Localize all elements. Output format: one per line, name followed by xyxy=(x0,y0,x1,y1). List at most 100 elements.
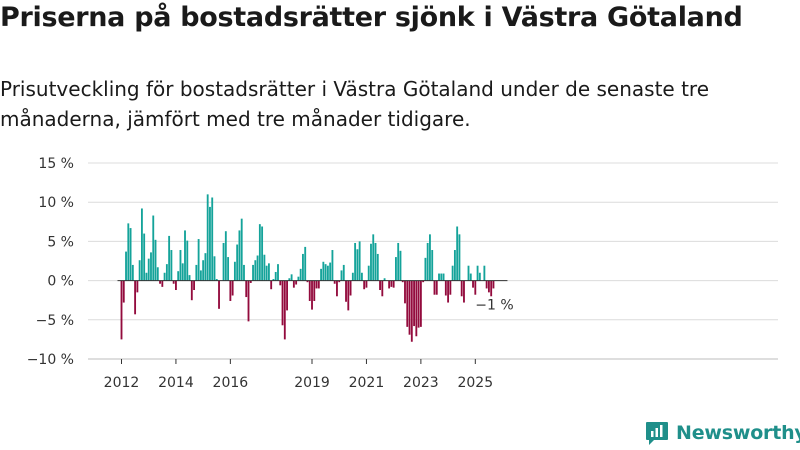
bar xyxy=(395,257,397,281)
bar xyxy=(159,280,161,284)
bar xyxy=(426,242,429,281)
bar xyxy=(240,218,243,281)
bar xyxy=(383,278,386,281)
bar xyxy=(474,280,477,295)
bar xyxy=(177,271,180,281)
bar xyxy=(451,265,454,281)
bar xyxy=(179,250,182,281)
bar xyxy=(490,280,493,297)
bar xyxy=(424,257,427,281)
bar xyxy=(360,272,363,281)
bar xyxy=(199,270,202,281)
bar xyxy=(408,280,411,335)
bar xyxy=(397,242,400,281)
bar xyxy=(272,279,275,281)
bar xyxy=(392,280,395,288)
bar xyxy=(404,280,406,304)
bar xyxy=(245,280,248,298)
bar xyxy=(333,280,336,284)
bar xyxy=(460,280,463,297)
bar xyxy=(429,234,431,281)
bar xyxy=(274,271,277,281)
bar xyxy=(326,265,329,281)
bar xyxy=(487,280,490,293)
bar xyxy=(370,243,372,281)
bar xyxy=(215,279,218,281)
bar xyxy=(444,280,447,296)
bar xyxy=(213,256,216,281)
bar xyxy=(476,265,479,281)
bar xyxy=(315,280,318,289)
bar xyxy=(256,255,259,281)
bar xyxy=(252,264,254,281)
bar xyxy=(356,249,359,281)
bar xyxy=(231,280,234,296)
x-tick-label: 2012 xyxy=(104,375,140,391)
bar xyxy=(197,239,200,281)
bar xyxy=(345,280,347,302)
bar xyxy=(347,280,350,311)
bar xyxy=(456,226,459,281)
bar xyxy=(388,280,391,289)
y-tick-label: 10 % xyxy=(38,195,74,211)
bar xyxy=(238,230,241,281)
bar xyxy=(283,280,286,340)
bar xyxy=(417,280,420,328)
bar xyxy=(435,280,438,295)
bars xyxy=(120,194,495,342)
bar xyxy=(390,280,393,287)
bar xyxy=(258,224,261,281)
bar xyxy=(311,280,313,310)
bar xyxy=(265,265,268,281)
bar xyxy=(381,280,384,297)
bar xyxy=(270,280,273,290)
bar xyxy=(134,280,137,315)
bar xyxy=(290,274,293,281)
bar xyxy=(320,268,323,281)
bar xyxy=(181,263,184,281)
bar xyxy=(453,250,456,281)
bar xyxy=(277,264,279,281)
bar xyxy=(431,250,434,281)
bar xyxy=(442,273,445,281)
bar xyxy=(363,280,366,290)
bar xyxy=(154,239,157,281)
bar xyxy=(379,280,381,291)
x-tick-label: 2025 xyxy=(457,375,493,391)
bar xyxy=(349,280,352,296)
bar xyxy=(120,280,123,340)
bar xyxy=(288,278,291,281)
bar xyxy=(410,280,413,342)
bar xyxy=(365,280,368,288)
bar xyxy=(297,276,300,281)
bar xyxy=(129,228,132,281)
bar xyxy=(317,280,320,289)
bar xyxy=(302,253,304,281)
bar xyxy=(401,280,404,283)
bar xyxy=(322,261,325,281)
bar xyxy=(190,280,193,301)
bar xyxy=(295,280,298,285)
y-tick-label: 5 % xyxy=(47,234,74,250)
bar xyxy=(367,265,370,281)
bar xyxy=(172,280,175,284)
bar xyxy=(406,280,409,327)
bar xyxy=(143,233,146,281)
bar xyxy=(342,264,345,281)
bar xyxy=(249,280,252,283)
bar xyxy=(150,252,152,281)
bar xyxy=(331,250,334,281)
bar xyxy=(202,260,205,281)
bar xyxy=(308,280,311,301)
bar xyxy=(438,273,440,281)
y-tick-label: 15 % xyxy=(38,156,74,172)
bar xyxy=(152,215,155,281)
last-value-label: −1 % xyxy=(475,297,513,313)
x-tick-label: 2021 xyxy=(349,375,385,391)
bar xyxy=(358,241,361,281)
bar xyxy=(324,264,327,281)
annotations: −1 % xyxy=(475,297,513,313)
bar xyxy=(338,280,341,283)
bar xyxy=(306,280,309,283)
bar xyxy=(447,280,450,303)
